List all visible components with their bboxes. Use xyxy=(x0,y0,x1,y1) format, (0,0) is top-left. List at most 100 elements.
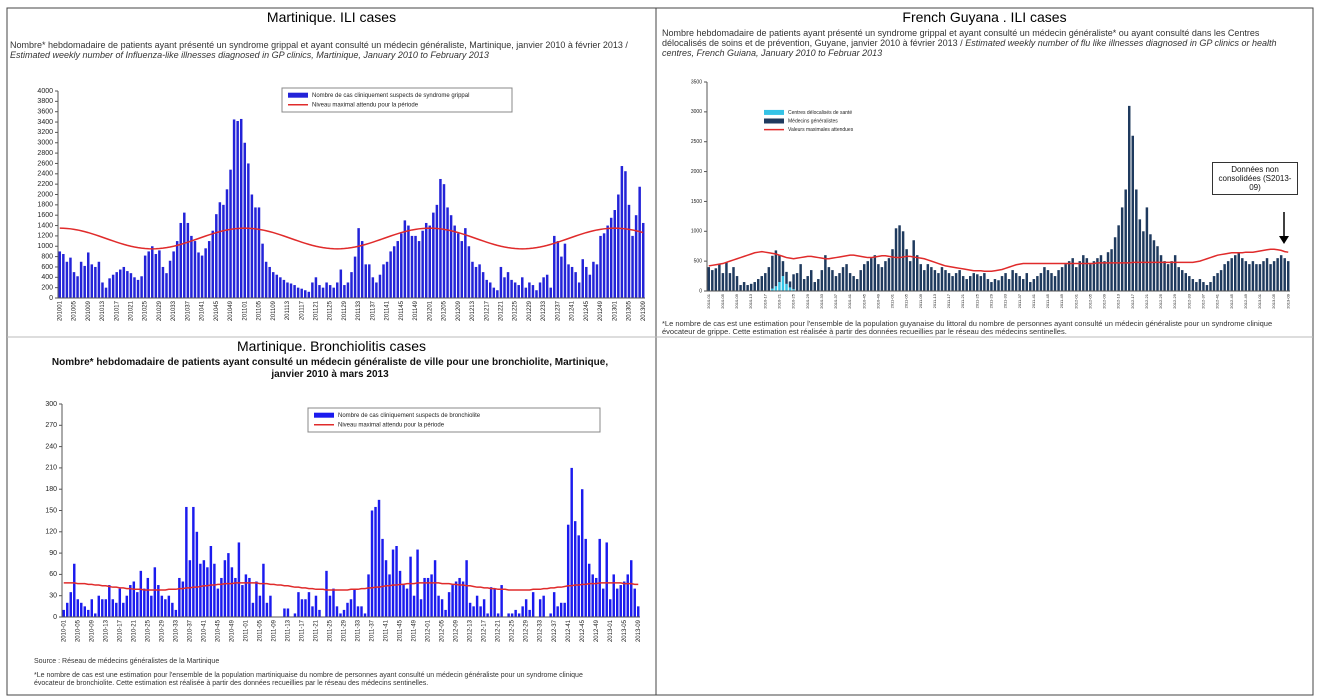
bar xyxy=(634,215,638,298)
y-tick-label: 2800 xyxy=(37,150,53,157)
bar xyxy=(630,560,633,617)
bar xyxy=(283,608,286,617)
x-tick-label: 2011-41 xyxy=(1031,293,1036,308)
x-tick-label: 201133 xyxy=(356,300,362,320)
bar xyxy=(360,241,364,298)
x-tick-label: 201221 xyxy=(498,300,504,321)
bar xyxy=(111,274,115,298)
bar xyxy=(619,585,622,617)
bar xyxy=(80,602,83,617)
bar xyxy=(958,270,961,291)
x-tick-label: 201105 xyxy=(257,300,263,320)
subtitle: Nombre* hebdomadaire de patients ayant p… xyxy=(10,40,650,60)
bar xyxy=(479,606,482,617)
bar xyxy=(1170,261,1173,291)
bar xyxy=(510,613,514,617)
bar xyxy=(104,599,108,617)
bar xyxy=(83,606,86,617)
bar xyxy=(877,264,880,291)
x-tick-label: 2011-29 xyxy=(342,619,348,641)
y-tick-label: 1000 xyxy=(691,229,702,235)
bar xyxy=(728,273,732,291)
bar xyxy=(827,267,831,291)
x-tick-label: 2012-33 xyxy=(1186,293,1191,308)
bar xyxy=(73,563,76,617)
x-tick-label: 2010-05 xyxy=(75,619,81,642)
bar xyxy=(933,270,937,291)
x-tick-label: 2012-01 xyxy=(426,619,432,642)
x-tick-label: 2012-09 xyxy=(454,619,460,642)
bar xyxy=(781,276,785,291)
x-tick-label: 2013-01 xyxy=(608,619,614,642)
bar xyxy=(367,574,370,617)
bar xyxy=(421,230,424,298)
bar xyxy=(531,592,535,617)
bar xyxy=(641,222,645,298)
bar xyxy=(549,613,552,617)
bar xyxy=(381,538,384,617)
x-tick-label: 201209 xyxy=(456,300,462,321)
bar xyxy=(161,266,165,298)
bar xyxy=(601,588,605,617)
bar xyxy=(915,255,919,291)
y-tick-label: 3500 xyxy=(691,79,702,85)
bar xyxy=(570,266,574,298)
bar xyxy=(588,274,592,298)
bar xyxy=(585,266,588,298)
bar xyxy=(1258,264,1262,291)
bar xyxy=(428,225,432,298)
bar xyxy=(374,506,377,617)
bar xyxy=(983,273,986,291)
bar xyxy=(517,285,520,298)
bar xyxy=(563,602,566,617)
bar xyxy=(852,276,855,291)
bar xyxy=(122,602,125,617)
y-tick-label: 400 xyxy=(41,274,53,281)
bar xyxy=(1159,255,1163,291)
bar xyxy=(587,563,591,617)
y-tick-label: 600 xyxy=(41,264,53,271)
bar xyxy=(1205,285,1209,291)
bar xyxy=(192,506,195,617)
bar xyxy=(891,249,894,291)
bar xyxy=(232,119,236,299)
y-tick-label: 2000 xyxy=(37,191,53,198)
bar xyxy=(264,261,268,298)
bar xyxy=(423,577,426,617)
bar xyxy=(1184,273,1188,291)
x-tick-label: 2010-41 xyxy=(847,293,852,308)
bar xyxy=(69,592,72,617)
bar xyxy=(923,270,926,291)
x-tick-label: 201205 xyxy=(442,300,448,321)
bar xyxy=(62,609,65,617)
bar xyxy=(1233,255,1237,291)
bar xyxy=(542,277,545,298)
bar xyxy=(873,255,877,291)
annotation: Données non consolidées (S2013-09) xyxy=(1212,162,1298,195)
bar xyxy=(1046,270,1050,291)
bar xyxy=(781,261,785,277)
bar xyxy=(538,599,542,617)
bar xyxy=(119,269,122,298)
bar xyxy=(631,235,634,298)
bar xyxy=(1064,264,1067,291)
x-tick-label: 2011-49 xyxy=(412,619,418,641)
bar xyxy=(220,577,223,617)
bar xyxy=(356,606,360,617)
bar xyxy=(346,602,349,617)
bar xyxy=(311,282,314,298)
bar xyxy=(905,249,908,291)
bar xyxy=(151,246,154,298)
bar xyxy=(111,599,115,617)
bar xyxy=(496,613,500,617)
bar xyxy=(391,549,395,617)
x-tick-label: 2011-13 xyxy=(932,293,937,308)
y-tick-label: 2000 xyxy=(691,169,702,175)
bar xyxy=(339,613,342,617)
bar xyxy=(606,225,609,298)
bar xyxy=(908,261,912,291)
bar xyxy=(200,255,204,298)
bar xyxy=(1082,255,1085,291)
bar xyxy=(293,613,297,617)
x-tick-label: 201245 xyxy=(584,300,590,321)
